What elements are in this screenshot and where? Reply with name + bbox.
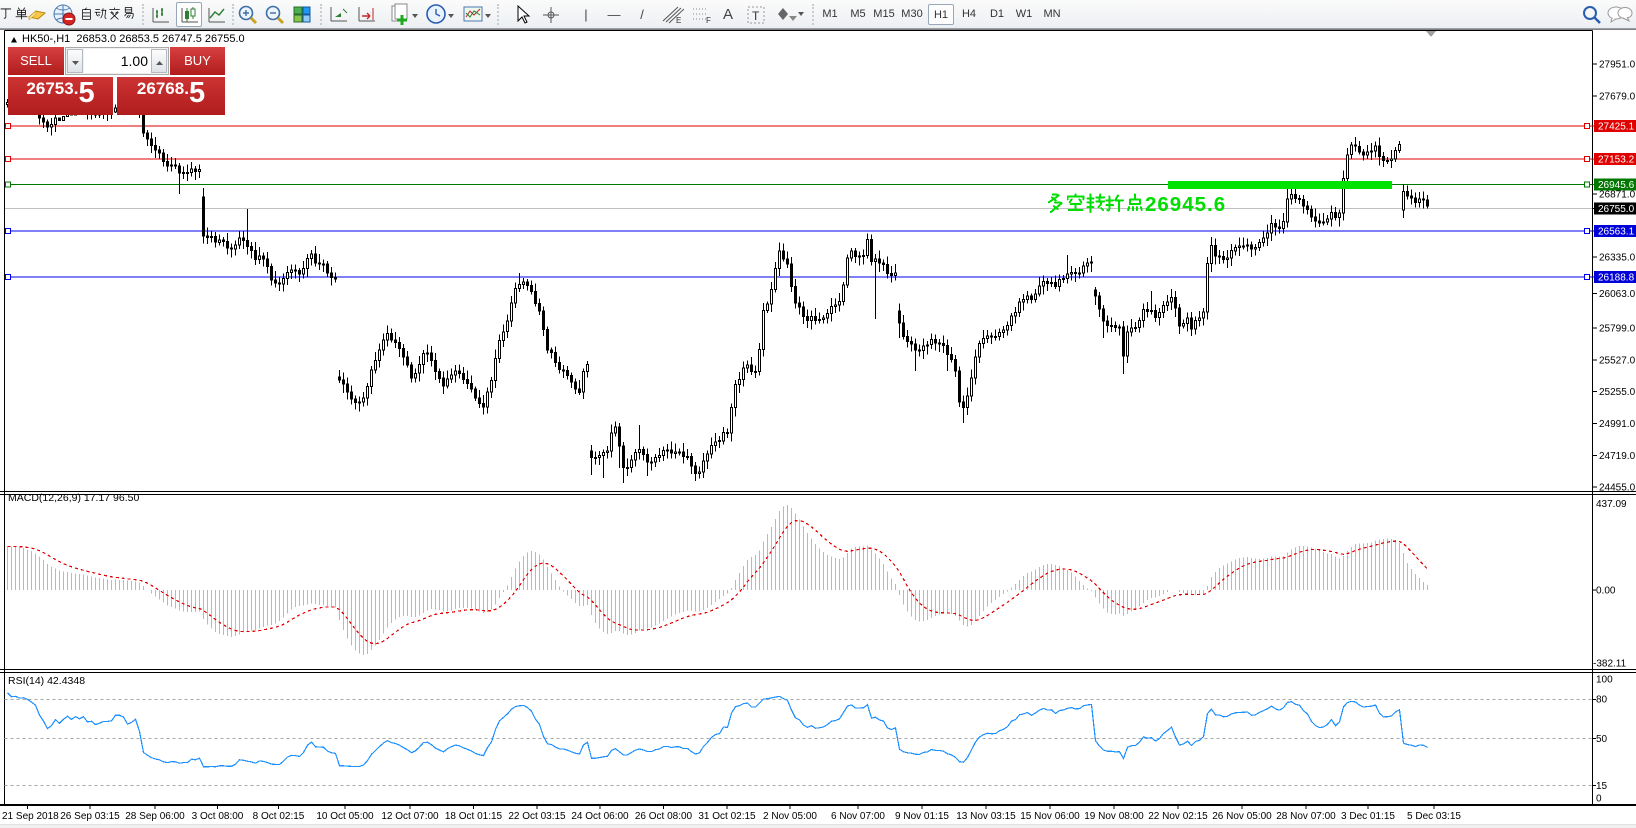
svg-text:24991.0: 24991.0 bbox=[1599, 419, 1636, 430]
svg-text:27951.0: 27951.0 bbox=[1599, 60, 1636, 71]
svg-text:T: T bbox=[752, 9, 760, 23]
svg-text:24719.0: 24719.0 bbox=[1599, 451, 1636, 462]
svg-text:F: F bbox=[706, 16, 711, 25]
svg-text:2 Nov 05:00: 2 Nov 05:00 bbox=[763, 811, 817, 822]
svg-text:26 Sep 03:15: 26 Sep 03:15 bbox=[60, 811, 120, 822]
svg-text:25255.0: 25255.0 bbox=[1599, 387, 1636, 398]
svg-text:3 Oct 08:00: 3 Oct 08:00 bbox=[192, 811, 244, 822]
svg-text:9 Nov 01:15: 9 Nov 01:15 bbox=[895, 811, 949, 822]
svg-text:-382.11: -382.11 bbox=[1593, 659, 1627, 670]
svg-text:100: 100 bbox=[1596, 675, 1613, 686]
svg-text:15 Nov 06:00: 15 Nov 06:00 bbox=[1020, 811, 1080, 822]
svg-text:50: 50 bbox=[1596, 734, 1608, 745]
svg-text:5 Dec 03:15: 5 Dec 03:15 bbox=[1407, 811, 1461, 822]
svg-text:27153.2: 27153.2 bbox=[1598, 155, 1635, 166]
svg-text:26871.0: 26871.0 bbox=[1599, 190, 1636, 201]
svg-text:26 Oct 08:00: 26 Oct 08:00 bbox=[635, 811, 693, 822]
svg-text:26 Nov 05:00: 26 Nov 05:00 bbox=[1212, 811, 1272, 822]
svg-text:26755.0: 26755.0 bbox=[1598, 204, 1635, 215]
svg-text:6 Nov 07:00: 6 Nov 07:00 bbox=[831, 811, 885, 822]
svg-text:27679.0: 27679.0 bbox=[1599, 92, 1636, 103]
svg-text:22 Nov 02:15: 22 Nov 02:15 bbox=[1148, 811, 1208, 822]
svg-text:MACD(12,26,9) 17.17 96.50: MACD(12,26,9) 17.17 96.50 bbox=[8, 492, 139, 504]
svg-text:3 Dec 01:15: 3 Dec 01:15 bbox=[1341, 811, 1395, 822]
svg-text:13 Nov 03:15: 13 Nov 03:15 bbox=[956, 811, 1016, 822]
svg-text:15: 15 bbox=[1596, 781, 1608, 792]
svg-text:28 Sep 06:00: 28 Sep 06:00 bbox=[125, 811, 185, 822]
svg-text:10 Oct 05:00: 10 Oct 05:00 bbox=[316, 811, 374, 822]
svg-text:26063.0: 26063.0 bbox=[1599, 289, 1636, 300]
svg-text:0: 0 bbox=[1596, 794, 1602, 805]
svg-text:0.00: 0.00 bbox=[1596, 586, 1616, 597]
svg-text:28 Nov 07:00: 28 Nov 07:00 bbox=[1276, 811, 1336, 822]
svg-text:25527.0: 25527.0 bbox=[1599, 355, 1636, 366]
svg-text:26563.1: 26563.1 bbox=[1598, 227, 1635, 238]
svg-text:24455.0: 24455.0 bbox=[1599, 483, 1636, 494]
svg-text:E: E bbox=[676, 16, 681, 25]
svg-text:31 Oct 02:15: 31 Oct 02:15 bbox=[698, 811, 756, 822]
svg-text:8 Oct 02:15: 8 Oct 02:15 bbox=[253, 811, 305, 822]
svg-text:18 Oct 01:15: 18 Oct 01:15 bbox=[445, 811, 503, 822]
svg-text:80: 80 bbox=[1596, 695, 1608, 706]
svg-text:437.09: 437.09 bbox=[1596, 499, 1627, 510]
svg-text:RSI(14) 42.4348: RSI(14) 42.4348 bbox=[8, 675, 85, 687]
svg-text:19 Nov 08:00: 19 Nov 08:00 bbox=[1084, 811, 1144, 822]
svg-text:26945.6: 26945.6 bbox=[1145, 193, 1226, 216]
svg-text:12 Oct 07:00: 12 Oct 07:00 bbox=[381, 811, 439, 822]
svg-text:21 Sep 2018: 21 Sep 2018 bbox=[2, 811, 59, 822]
svg-text:25799.0: 25799.0 bbox=[1599, 323, 1636, 334]
svg-text:22 Oct 03:15: 22 Oct 03:15 bbox=[508, 811, 566, 822]
svg-text:27425.1: 27425.1 bbox=[1598, 122, 1635, 133]
svg-text:26945.6: 26945.6 bbox=[1598, 180, 1635, 191]
svg-text:24 Oct 06:00: 24 Oct 06:00 bbox=[571, 811, 629, 822]
svg-text:26335.0: 26335.0 bbox=[1599, 253, 1636, 264]
svg-text:26188.8: 26188.8 bbox=[1598, 273, 1635, 284]
